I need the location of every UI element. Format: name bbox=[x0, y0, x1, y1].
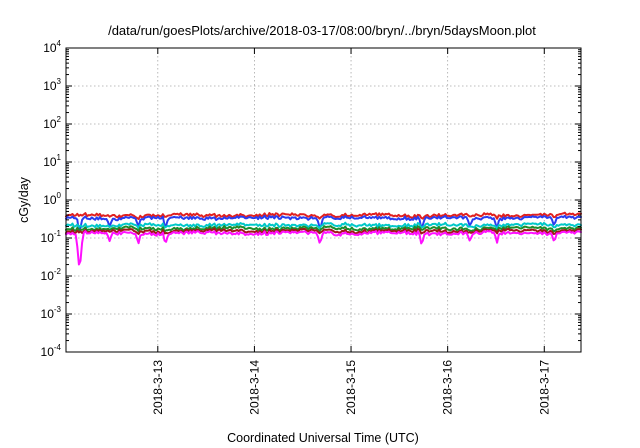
x-axis-title: Coordinated Universal Time (UTC) bbox=[227, 431, 419, 445]
x-tick-label: 2018-3-16 bbox=[441, 360, 455, 415]
series-group bbox=[65, 211, 582, 266]
y-tick-label: 10-2 bbox=[41, 267, 62, 283]
y-tick-label: 101 bbox=[43, 153, 61, 169]
y-axis-title: cGy/day bbox=[17, 176, 31, 223]
x-tick-labels: 2018-3-13 2018-3-14 2018-3-15 2018-3-16 2018… bbox=[151, 360, 551, 415]
series-line-cyan bbox=[65, 221, 582, 231]
x-tick-label: 2018-3-13 bbox=[151, 360, 165, 415]
series-line-darkred bbox=[65, 227, 582, 235]
y-tick-label: 10-1 bbox=[41, 229, 62, 245]
series-line-red bbox=[65, 211, 582, 220]
series-line-magenta bbox=[65, 229, 582, 266]
x-tick-label: 2018-3-14 bbox=[247, 360, 261, 415]
x-tick-label: 2018-3-17 bbox=[537, 360, 551, 415]
y-tick-labels: 104 103 102 101 100 10-1 10-2 10-3 10-4 bbox=[41, 39, 62, 359]
series-line-blue bbox=[65, 214, 582, 233]
chart-title: /data/run/goesPlots/archive/2018-03-17/0… bbox=[108, 23, 536, 38]
y-tick-label: 104 bbox=[43, 39, 61, 55]
y-tick-label: 103 bbox=[43, 77, 61, 93]
y-tick-label: 10-3 bbox=[41, 305, 62, 321]
y-tick-label: 100 bbox=[43, 191, 61, 207]
grid bbox=[66, 48, 581, 352]
series-line-green bbox=[65, 225, 582, 233]
axis-ticks bbox=[66, 47, 581, 353]
y-tick-label: 10-4 bbox=[41, 343, 62, 359]
x-tick-label: 2018-3-15 bbox=[344, 360, 358, 415]
y-tick-label: 102 bbox=[43, 115, 61, 131]
